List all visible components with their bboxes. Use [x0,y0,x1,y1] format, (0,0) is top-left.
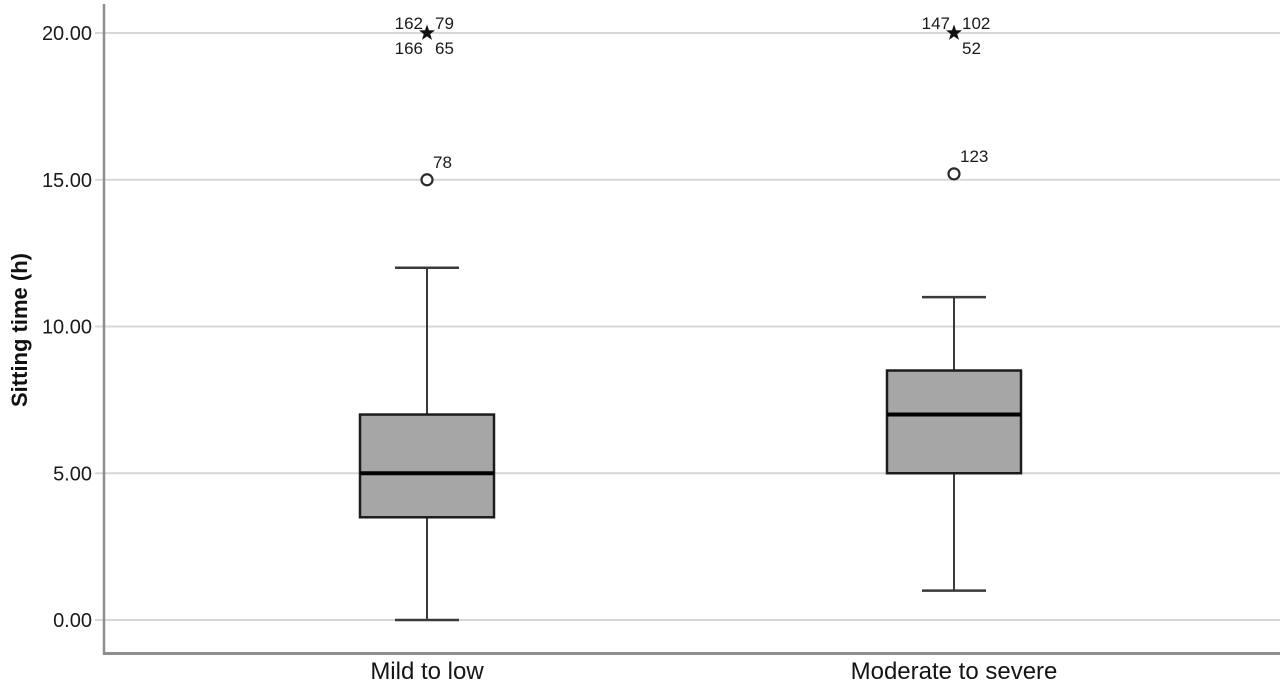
outlier-case-label: 65 [435,39,454,58]
y-tick-label: 0.00 [53,610,92,632]
iqr-box [885,369,1023,475]
y-tick-label: 20.00 [42,23,92,45]
y-axis-title: Sitting time (h) [7,253,32,407]
y-tick-label: 5.00 [53,463,92,485]
outlier-circle [420,173,434,187]
outlier-circle [947,167,961,181]
y-tick-label: 10.00 [42,317,92,339]
outlier-case-label: 78 [433,153,452,172]
outlier-case-label: 166 [395,39,423,58]
iqr-box [358,413,496,519]
outlier-case-label: 79 [435,14,454,33]
y-tick-label: 15.00 [42,170,92,192]
x-category-label-moderate-to-severe: Moderate to severe [850,658,1058,685]
x-category-label-mild-to-low: Mild to low [370,658,484,685]
outlier-case-label: 147 [922,14,950,33]
outlier-case-label: 162 [395,14,423,33]
outlier-case-label: 102 [962,14,990,33]
extreme-outlier-star [945,24,963,40]
outlier-case-label: 123 [960,147,988,166]
extreme-outlier-star [418,24,436,40]
outlier-case-label: 52 [962,39,981,58]
